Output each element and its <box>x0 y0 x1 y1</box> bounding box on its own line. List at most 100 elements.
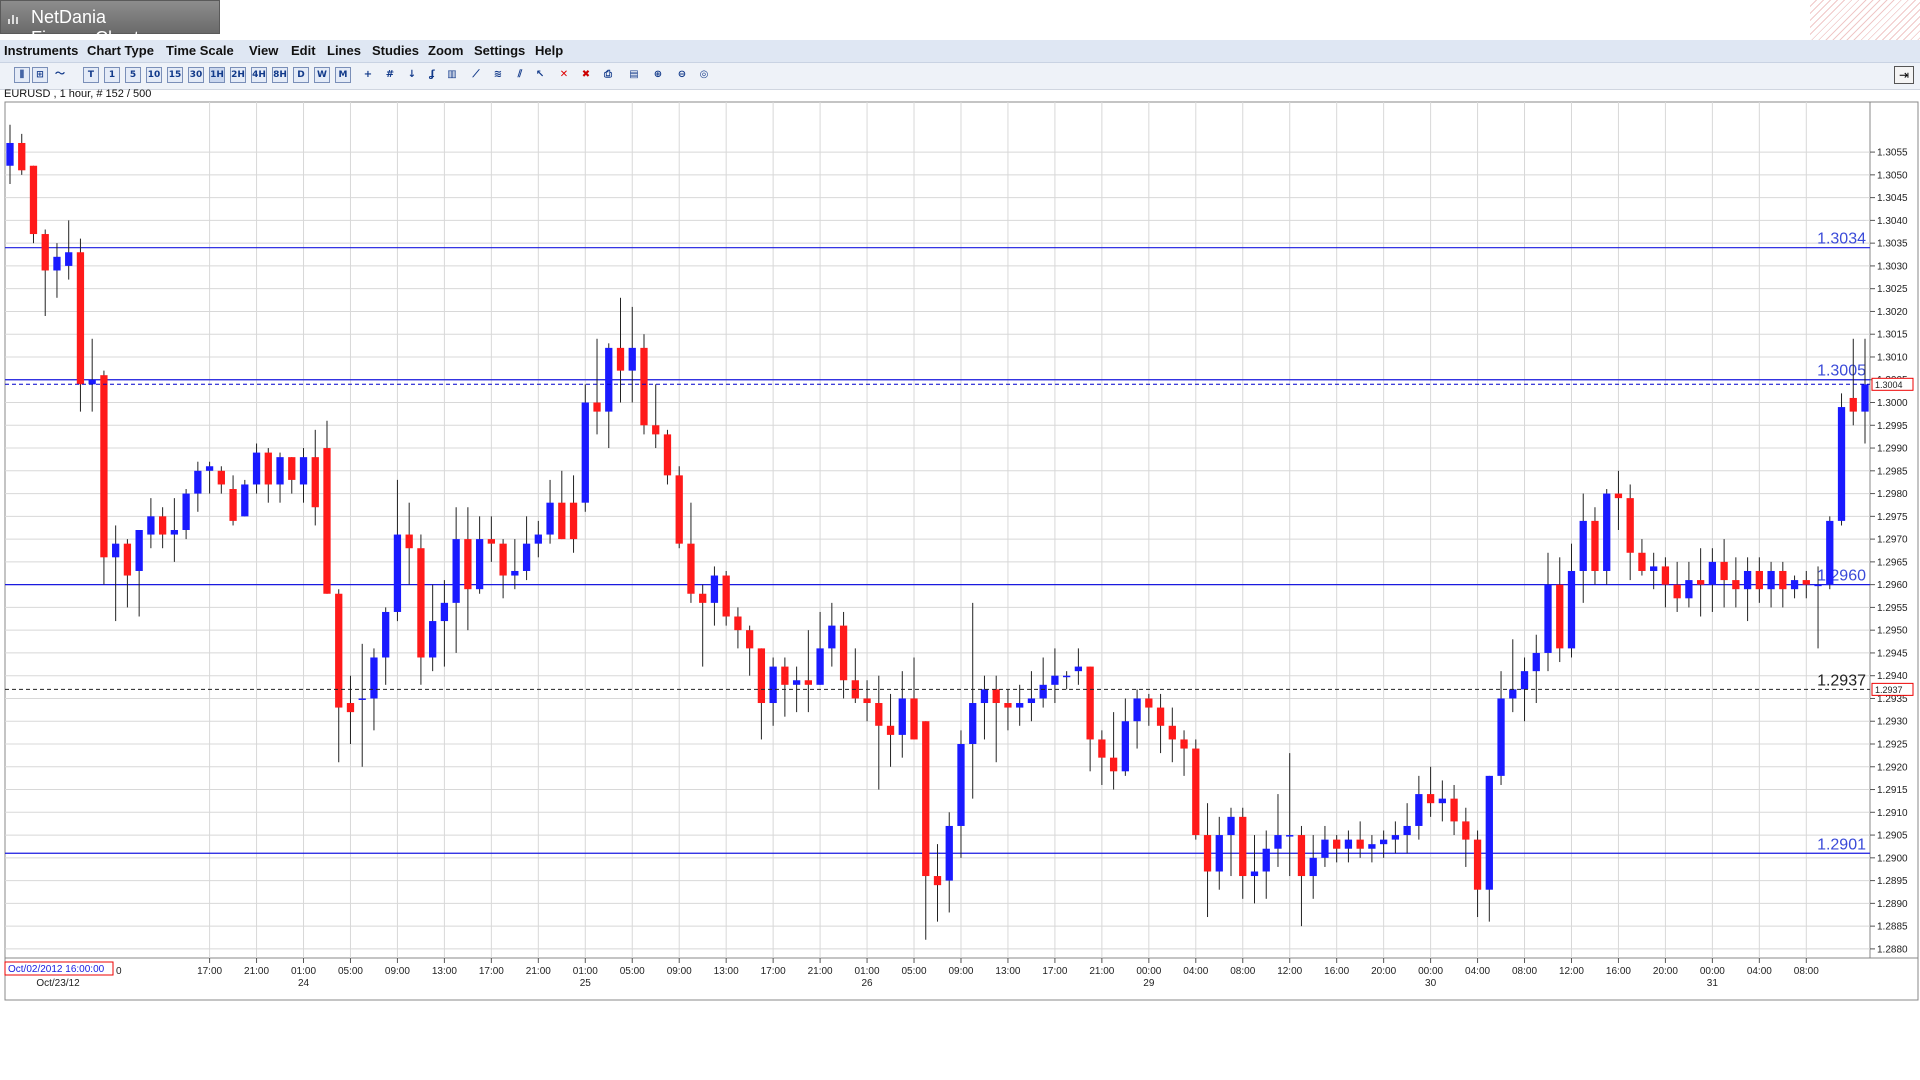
candle-body[interactable] <box>276 457 284 485</box>
candle-body[interactable] <box>112 543 120 558</box>
candle-body[interactable] <box>1156 707 1165 726</box>
candle-body[interactable] <box>1497 698 1505 776</box>
candle-body[interactable] <box>839 625 848 681</box>
timescale-15-button[interactable]: 15 <box>167 67 183 83</box>
candle-body[interactable] <box>933 876 942 886</box>
candle-body[interactable] <box>1180 739 1188 749</box>
menu-chart-type[interactable]: Chart Type <box>87 43 154 58</box>
candle-body[interactable] <box>980 689 989 704</box>
candle-body[interactable] <box>781 666 789 685</box>
candle-body[interactable] <box>522 543 531 571</box>
menu-view[interactable]: View <box>249 43 279 58</box>
candle-body[interactable] <box>76 252 85 385</box>
candle-body[interactable] <box>863 698 871 704</box>
zoom-in-icon[interactable]: ⊕ <box>653 69 663 80</box>
candle-body[interactable] <box>792 680 801 685</box>
candle-body[interactable] <box>581 402 589 503</box>
timescale-1h-button[interactable]: 1H <box>209 67 225 83</box>
candle-body[interactable] <box>440 602 449 622</box>
candle-body[interactable] <box>311 457 319 508</box>
candle-body[interactable] <box>511 570 519 576</box>
candle-body[interactable] <box>53 256 61 271</box>
candle-body[interactable] <box>1391 835 1400 840</box>
candle-body[interactable] <box>393 534 402 612</box>
menu-time-scale[interactable]: Time Scale <box>166 43 234 58</box>
candle-body[interactable] <box>1450 798 1458 822</box>
panel-toggle-button[interactable]: ⇥ <box>1894 66 1914 84</box>
candle-body[interactable] <box>1192 748 1200 836</box>
candle-body[interactable] <box>1814 584 1822 587</box>
menu-help[interactable]: Help <box>535 43 564 58</box>
candle-body[interactable] <box>1239 816 1247 877</box>
candle-body[interactable] <box>1051 675 1059 685</box>
channel-icon[interactable]: ⫽ <box>517 69 523 80</box>
candle-body[interactable] <box>1708 561 1717 585</box>
candle-body[interactable] <box>1579 520 1587 571</box>
arrow-down-icon[interactable]: ↓ <box>407 69 417 80</box>
candle-body[interactable] <box>1168 725 1176 740</box>
candle-body[interactable] <box>1591 520 1599 571</box>
candle-body[interactable] <box>335 593 343 708</box>
candle-body[interactable] <box>1250 871 1259 877</box>
candle-body[interactable] <box>1074 666 1083 672</box>
candle-body[interactable] <box>1567 570 1576 649</box>
line-chart-icon[interactable]: 〜 <box>55 69 65 80</box>
candle-body[interactable] <box>1661 566 1670 585</box>
candle-body[interactable] <box>1743 570 1752 590</box>
candle-body[interactable] <box>429 621 437 658</box>
delete-line-icon[interactable]: ✕ <box>559 69 569 80</box>
menu-settings[interactable]: Settings <box>474 43 526 58</box>
candle-body[interactable] <box>1755 570 1763 590</box>
candle-body[interactable] <box>1861 384 1869 412</box>
candle-body[interactable] <box>628 347 636 371</box>
timescale-d-button[interactable]: D <box>293 67 309 83</box>
timescale-30-button[interactable]: 30 <box>188 67 204 83</box>
candle-body[interactable] <box>558 502 566 540</box>
candle-body[interactable] <box>1532 652 1540 672</box>
candle-body[interactable] <box>569 502 578 540</box>
candle-body[interactable] <box>663 434 672 476</box>
candle-body[interactable] <box>922 721 930 877</box>
candle-body[interactable] <box>1321 839 1329 858</box>
volume-icon[interactable]: ▥ <box>447 69 457 80</box>
candle-body[interactable] <box>1438 798 1446 804</box>
candle-body[interactable] <box>1520 671 1529 690</box>
candle-body[interactable] <box>1039 684 1047 699</box>
candle-body[interactable] <box>1696 580 1705 585</box>
candle-body[interactable] <box>1121 721 1129 772</box>
candle-body[interactable] <box>1638 552 1646 571</box>
candle-body[interactable] <box>29 165 38 235</box>
timescale-5-button[interactable]: 5 <box>125 67 141 83</box>
timescale-10-button[interactable]: 10 <box>146 67 162 83</box>
candle-body[interactable] <box>1403 825 1411 836</box>
candle-body[interactable] <box>1779 570 1787 590</box>
candle-body[interactable] <box>1614 493 1623 499</box>
candle-body[interactable] <box>1849 397 1857 412</box>
candle-body[interactable] <box>1685 580 1693 599</box>
menu-instruments[interactable]: Instruments <box>4 43 79 58</box>
candle-body[interactable] <box>475 539 484 590</box>
candle-body[interactable] <box>687 543 695 594</box>
candle-body[interactable] <box>299 457 308 485</box>
candle-body[interactable] <box>898 698 906 735</box>
candle-body[interactable] <box>816 648 824 685</box>
candle-body[interactable] <box>1556 584 1564 649</box>
candle-body[interactable] <box>1309 857 1317 877</box>
zoom-reset-icon[interactable]: ◎ <box>699 69 709 80</box>
candle-body[interactable] <box>1767 570 1775 590</box>
candle-body[interactable] <box>1650 566 1658 571</box>
menu-zoom[interactable]: Zoom <box>428 43 464 58</box>
timescale-4h-button[interactable]: 4H <box>251 67 267 83</box>
timescale-8h-button[interactable]: 8H <box>272 67 288 83</box>
candle-body[interactable] <box>217 470 225 485</box>
candle-body[interactable] <box>1603 493 1611 571</box>
candle-body[interactable] <box>346 703 355 713</box>
candle-body[interactable] <box>264 452 272 485</box>
delete-all-icon[interactable]: ✖ <box>581 69 591 80</box>
candle-body[interactable] <box>1286 835 1294 837</box>
fibonacci-icon[interactable]: ≋ <box>493 69 503 80</box>
menu-studies[interactable]: Studies <box>372 43 419 58</box>
candle-body[interactable] <box>828 625 836 649</box>
candle-body[interactable] <box>65 252 73 266</box>
candle-body[interactable] <box>205 466 214 471</box>
